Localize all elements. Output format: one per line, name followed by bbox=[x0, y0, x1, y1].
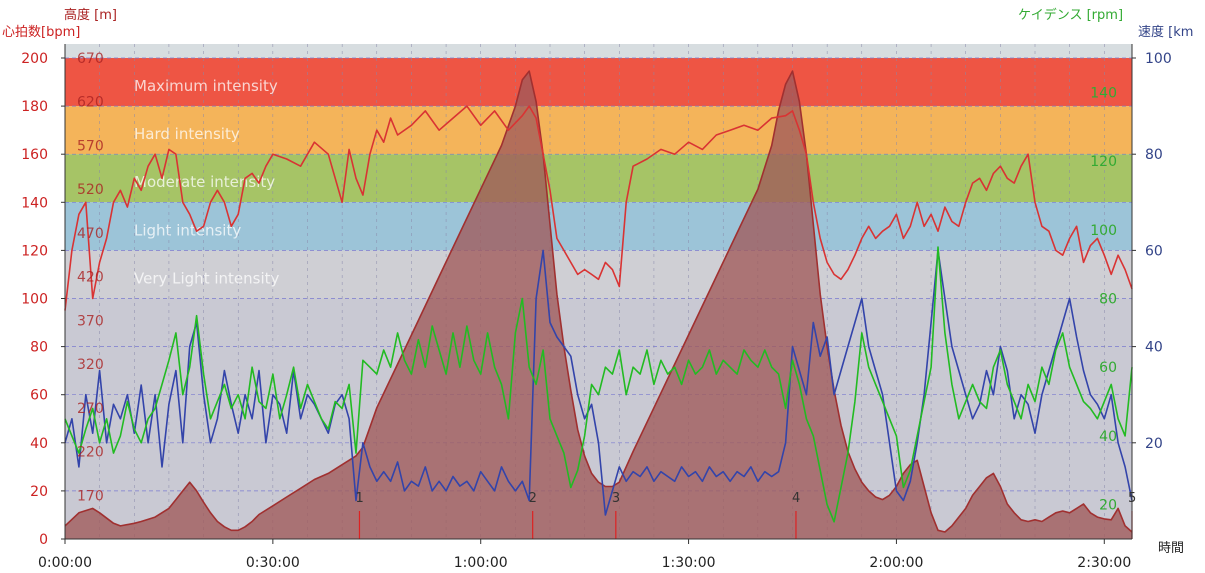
time-tick-label: 1:30:00 bbox=[662, 555, 716, 571]
zone-label-1: Hard intensity bbox=[134, 125, 240, 143]
heart-rate-tick-label: 80 bbox=[30, 340, 48, 356]
plot-top-strip bbox=[65, 44, 1132, 58]
zone-band-0 bbox=[65, 58, 1132, 107]
speed-tick-label: 100 bbox=[1145, 51, 1172, 67]
intensity-zones bbox=[65, 44, 1132, 539]
cadence-axis-title: ケイデンス [rpm] bbox=[1018, 7, 1123, 23]
heart-rate-tick-label: 60 bbox=[30, 388, 48, 404]
time-tick-label: 2:00:00 bbox=[869, 555, 923, 571]
altitude-tick-label: 270 bbox=[77, 401, 104, 417]
heart-rate-tick-label: 40 bbox=[30, 436, 48, 452]
cadence-tick-label: 80 bbox=[1099, 292, 1117, 308]
altitude-tick-label: 320 bbox=[77, 357, 104, 373]
heart-rate-tick-label: 200 bbox=[21, 51, 48, 67]
zone-band-3 bbox=[65, 202, 1132, 251]
time-tick-label: 0:00:00 bbox=[38, 555, 92, 571]
cadence-tick-label: 120 bbox=[1090, 154, 1117, 170]
speed-axis-title: 速度 [km bbox=[1138, 24, 1193, 40]
time-tick-label: 2:30:00 bbox=[1077, 555, 1131, 571]
altitude-tick-label: 570 bbox=[77, 138, 104, 154]
speed-tick-label: 20 bbox=[1145, 436, 1163, 452]
time-tick-label: 0:30:00 bbox=[246, 555, 300, 571]
cadence-tick-label: 20 bbox=[1099, 498, 1117, 514]
speed-tick-label: 60 bbox=[1145, 243, 1163, 259]
heart-rate-tick-label: 20 bbox=[30, 484, 48, 500]
speed-tick-label: 40 bbox=[1145, 340, 1163, 356]
series-line-0 bbox=[64, 70, 1133, 533]
speed-tick-label: 80 bbox=[1145, 147, 1163, 163]
axes: 0204060801001201401601802001702202703203… bbox=[21, 44, 1172, 571]
series-line-3 bbox=[64, 246, 1133, 523]
heart-rate-tick-label: 100 bbox=[21, 292, 48, 308]
time-axis-title: 時間 bbox=[1158, 541, 1184, 556]
lap-label-2: 3 bbox=[612, 491, 620, 506]
altitude-tick-label: 620 bbox=[77, 95, 104, 111]
zone-labels: Maximum intensity Hard intensity Moderate … bbox=[134, 77, 279, 287]
cadence-tick-label: 100 bbox=[1090, 223, 1117, 239]
cadence-tick-label: 60 bbox=[1099, 360, 1117, 376]
lap-label-3: 4 bbox=[792, 491, 800, 506]
series-line-2 bbox=[64, 249, 1133, 516]
series-line-1 bbox=[64, 105, 1133, 311]
zone-label-2: Moderate intensity bbox=[134, 173, 275, 191]
altitude-tick-label: 470 bbox=[77, 226, 104, 242]
zone-label-0: Maximum intensity bbox=[134, 77, 278, 95]
heart-rate-tick-label: 140 bbox=[21, 195, 48, 211]
heart-rate-tick-label: 160 bbox=[21, 147, 48, 163]
time-tick-label: 1:00:00 bbox=[454, 555, 508, 571]
altitude-tick-label: 170 bbox=[77, 488, 104, 504]
cadence-tick-label: 140 bbox=[1090, 85, 1117, 101]
heart-rate-tick-label: 0 bbox=[39, 532, 48, 548]
zone-label-4: Very Light intensity bbox=[134, 269, 279, 287]
zone-band-1 bbox=[65, 106, 1132, 155]
altitude-tick-label: 520 bbox=[77, 182, 104, 198]
altitude-tick-label: 370 bbox=[77, 313, 104, 329]
altitude-tick-label: 670 bbox=[77, 51, 104, 67]
altitude-tick-label: 420 bbox=[77, 270, 104, 286]
zone-band-4 bbox=[65, 250, 1132, 299]
heart-rate-axis-title: 心拍数[bpm] bbox=[2, 25, 80, 40]
lap-label-1: 2 bbox=[529, 491, 537, 506]
altitude-tick-label: 220 bbox=[77, 445, 104, 461]
series-layer bbox=[64, 70, 1133, 539]
lap-label-0: 1 bbox=[355, 491, 363, 506]
altitude-axis-title: 高度 [m] bbox=[64, 7, 117, 23]
cadence-tick-label: 40 bbox=[1099, 429, 1117, 445]
zone-label-3: Light intensity bbox=[134, 221, 241, 239]
heart-rate-tick-label: 120 bbox=[21, 243, 48, 259]
heart-rate-tick-label: 180 bbox=[21, 99, 48, 115]
